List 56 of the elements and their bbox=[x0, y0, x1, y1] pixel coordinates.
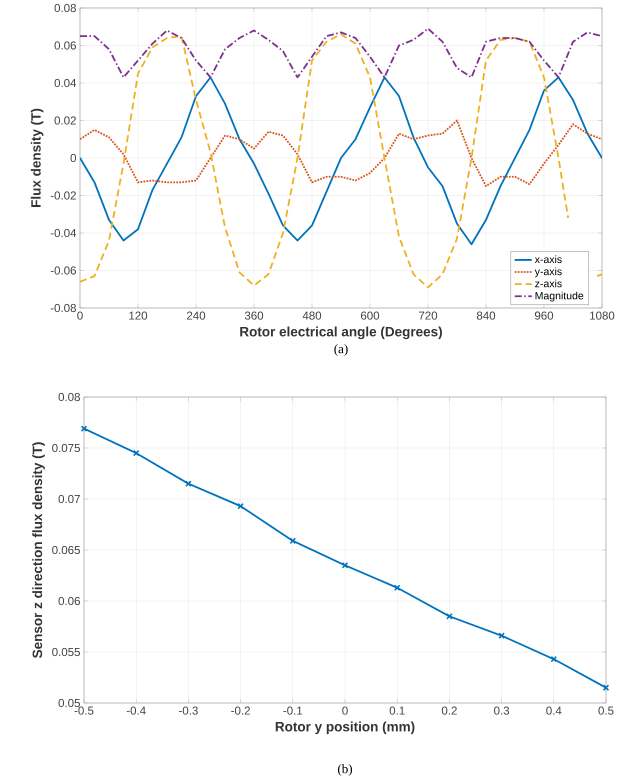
point bbox=[394, 584, 400, 592]
x-tick-label: 240 bbox=[186, 312, 206, 320]
x-tick-label: 0.3 bbox=[494, 706, 510, 715]
x-tick-label: 0.4 bbox=[546, 706, 562, 715]
text: (a) bbox=[334, 344, 348, 356]
x-tick-label: 1080 bbox=[590, 312, 614, 320]
y-axis-title: Flux density (T) bbox=[30, 108, 44, 207]
x-tick-label: 480 bbox=[302, 312, 322, 320]
legend-label: Magnitude bbox=[536, 292, 584, 302]
x-tick-label: 840 bbox=[476, 312, 496, 320]
y-tick-label: -0.08 bbox=[50, 304, 76, 312]
y-tick-label: 0.06 bbox=[54, 41, 76, 50]
y-tick-label: 0.02 bbox=[54, 116, 76, 125]
x-tick-label: -0.1 bbox=[283, 706, 302, 715]
y-axis-title: Sensor z direction flux density (T) bbox=[32, 442, 45, 658]
y-tick-label: 0.05 bbox=[58, 698, 80, 708]
x-tick-label: 0.1 bbox=[390, 706, 405, 715]
x-tick-label: 960 bbox=[534, 312, 554, 320]
point bbox=[550, 656, 558, 662]
y-tick-label: -0.06 bbox=[50, 266, 76, 275]
y-tick-label: 0.075 bbox=[52, 444, 80, 452]
y-tick-label: 0.04 bbox=[54, 78, 76, 88]
line-series bbox=[80, 120, 602, 188]
y-tick-label: 0.07 bbox=[58, 494, 80, 504]
point bbox=[446, 613, 453, 620]
y-tick-label: 0.065 bbox=[52, 546, 80, 554]
point bbox=[498, 632, 505, 639]
x-tick-label: 0 bbox=[342, 706, 348, 715]
x-axis-title: Rotor y position (mm) bbox=[276, 722, 414, 734]
legend-label: y-axis bbox=[534, 267, 562, 278]
x-tick-label: -0.5 bbox=[74, 706, 94, 715]
point bbox=[132, 450, 140, 456]
y-tick-label: 0.06 bbox=[58, 596, 80, 606]
x-tick-label: 600 bbox=[360, 312, 380, 320]
x-tick-label: -0.2 bbox=[231, 706, 250, 715]
x-tick-label: 0.2 bbox=[442, 706, 457, 715]
y-tick-label: 0.08 bbox=[58, 392, 80, 402]
y-tick-label: -0.02 bbox=[50, 191, 76, 200]
point bbox=[237, 502, 244, 510]
x-tick-label: 360 bbox=[244, 312, 264, 320]
legend-label: z-axis bbox=[535, 280, 562, 288]
x-axis-title: Rotor electrical angle (Degrees) bbox=[240, 326, 442, 340]
y-tick-label: 0.08 bbox=[54, 4, 76, 12]
x-tick-label: -0.4 bbox=[126, 706, 146, 715]
x-tick-label: 120 bbox=[129, 312, 148, 320]
text: (b) bbox=[338, 764, 352, 776]
y-tick-label: -0.04 bbox=[50, 228, 76, 238]
y-tick-label: 0.055 bbox=[52, 648, 80, 656]
point bbox=[342, 562, 348, 569]
legend-label: x-axis bbox=[534, 255, 562, 264]
x-tick-label: -0.3 bbox=[179, 706, 198, 715]
x-tick-label: 0.5 bbox=[598, 706, 614, 715]
x-tick-label: 720 bbox=[418, 312, 438, 320]
y-tick-label: 0 bbox=[70, 154, 76, 162]
point bbox=[185, 480, 192, 487]
point bbox=[290, 538, 296, 544]
